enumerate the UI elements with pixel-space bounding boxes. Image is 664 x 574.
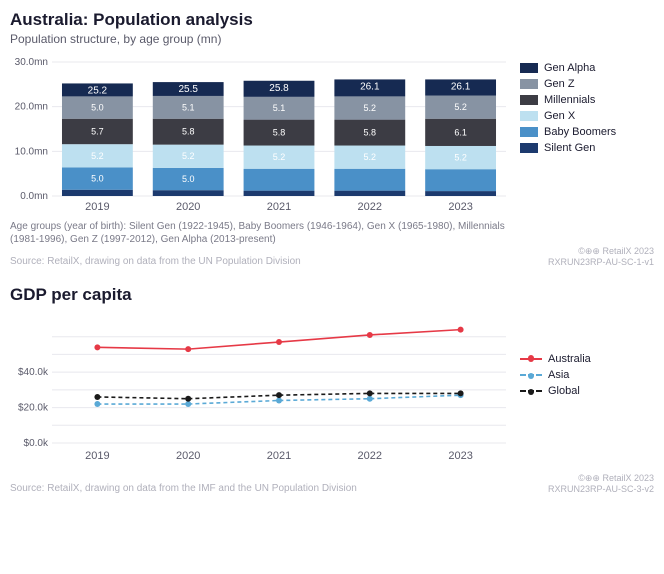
legend-label: Gen Alpha	[544, 62, 595, 74]
svg-text:5.1: 5.1	[273, 103, 286, 113]
legend-swatch	[520, 95, 538, 105]
svg-text:5.2: 5.2	[364, 103, 377, 113]
svg-text:5.7: 5.7	[91, 126, 104, 136]
chart1-source: Source: RetailX, drawing on data from th…	[10, 256, 301, 267]
legend-label: Australia	[548, 353, 591, 365]
svg-text:5.2: 5.2	[454, 153, 467, 163]
legend-item: Millennials	[520, 94, 654, 106]
legend-item: Asia	[520, 369, 654, 381]
chart1-copyright: ©⊕⊕ RetailX 2023 RXRUN23RP-AU-SC-1-v1	[548, 246, 654, 267]
svg-text:26.1: 26.1	[451, 81, 471, 92]
svg-text:2020: 2020	[176, 450, 200, 462]
legend-label: Gen Z	[544, 78, 575, 90]
svg-text:2022: 2022	[358, 201, 382, 213]
legend-label: Asia	[548, 369, 569, 381]
svg-text:30.0mn: 30.0mn	[15, 57, 48, 68]
legend-label: Millennials	[544, 94, 595, 106]
svg-text:5.8: 5.8	[364, 128, 377, 138]
chart1-footnote: Age groups (year of birth): Silent Gen (…	[10, 220, 530, 246]
legend-label: Baby Boomers	[544, 126, 616, 138]
chart1: 0.0mn 10.0mn 20.0mn 30.0mn 5.0 5.2 5.7 5.0 25.2 2…	[10, 54, 654, 267]
svg-text:2021: 2021	[267, 450, 291, 462]
svg-text:5.0: 5.0	[182, 174, 195, 184]
svg-text:25.2: 25.2	[88, 85, 108, 96]
svg-text:26.1: 26.1	[360, 81, 380, 92]
legend-swatch	[520, 127, 538, 137]
chart1-title: Australia: Population analysis	[10, 10, 654, 30]
svg-text:0.0mn: 0.0mn	[20, 191, 48, 202]
legend-swatch	[520, 143, 538, 153]
legend-line-icon	[520, 390, 542, 392]
legend-item: Baby Boomers	[520, 126, 654, 138]
svg-text:2022: 2022	[358, 450, 382, 462]
svg-text:6.1: 6.1	[454, 127, 467, 137]
legend-item: Silent Gen	[520, 142, 654, 154]
svg-text:$20.0k: $20.0k	[18, 403, 49, 414]
chart2-source: Source: RetailX, drawing on data from th…	[10, 483, 357, 494]
svg-text:5.2: 5.2	[91, 151, 104, 161]
legend-item: Gen Alpha	[520, 62, 654, 74]
svg-text:5.2: 5.2	[364, 152, 377, 162]
svg-text:2023: 2023	[448, 450, 472, 462]
svg-text:2020: 2020	[176, 201, 200, 213]
chart2-legend: Australia Asia Global	[510, 313, 654, 463]
svg-text:2021: 2021	[267, 201, 291, 213]
svg-text:25.8: 25.8	[269, 83, 289, 94]
svg-text:5.2: 5.2	[182, 151, 195, 161]
legend-swatch	[520, 79, 538, 89]
svg-text:2019: 2019	[85, 450, 109, 462]
chart1-subtitle: Population structure, by age group (mn)	[10, 32, 654, 46]
svg-text:20.0mn: 20.0mn	[15, 102, 48, 113]
svg-text:5.0: 5.0	[91, 103, 104, 113]
legend-item: Gen X	[520, 110, 654, 122]
svg-text:2019: 2019	[85, 201, 109, 213]
legend-swatch	[520, 63, 538, 73]
chart2-title: GDP per capita	[10, 285, 654, 305]
legend-swatch	[520, 111, 538, 121]
legend-label: Gen X	[544, 110, 575, 122]
legend-item: Gen Z	[520, 78, 654, 90]
chart1-plot: 0.0mn 10.0mn 20.0mn 30.0mn 5.0 5.2 5.7 5.0 25.2 2…	[10, 54, 510, 214]
legend-item: Global	[520, 385, 654, 397]
svg-text:5.0: 5.0	[91, 174, 104, 184]
svg-text:5.8: 5.8	[182, 127, 195, 137]
svg-text:$40.0k: $40.0k	[18, 367, 49, 378]
svg-text:25.5: 25.5	[178, 84, 198, 95]
legend-label: Silent Gen	[544, 142, 595, 154]
chart2-copyright: ©⊕⊕ RetailX 2023 RXRUN23RP-AU-SC-3-v2	[548, 473, 654, 494]
legend-label: Global	[548, 385, 580, 397]
svg-text:5.2: 5.2	[273, 152, 286, 162]
svg-text:5.8: 5.8	[273, 128, 286, 138]
chart2-plot: $0.0k $20.0k $40.0k 2019 2020 2021 2022 2023	[10, 313, 510, 463]
svg-text:$0.0k: $0.0k	[24, 438, 49, 449]
svg-text:5.1: 5.1	[182, 102, 195, 112]
svg-text:2023: 2023	[448, 201, 472, 213]
legend-line-icon	[520, 374, 542, 376]
svg-text:10.0mn: 10.0mn	[15, 146, 48, 157]
chart1-legend: Gen Alpha Gen Z Millennials Gen X Baby Boome…	[510, 54, 654, 214]
svg-text:5.2: 5.2	[454, 102, 467, 112]
legend-line-icon	[520, 358, 542, 360]
chart2: $0.0k $20.0k $40.0k 2019 2020 2021 2022 2023 Au…	[10, 313, 654, 494]
legend-item: Australia	[520, 353, 654, 365]
